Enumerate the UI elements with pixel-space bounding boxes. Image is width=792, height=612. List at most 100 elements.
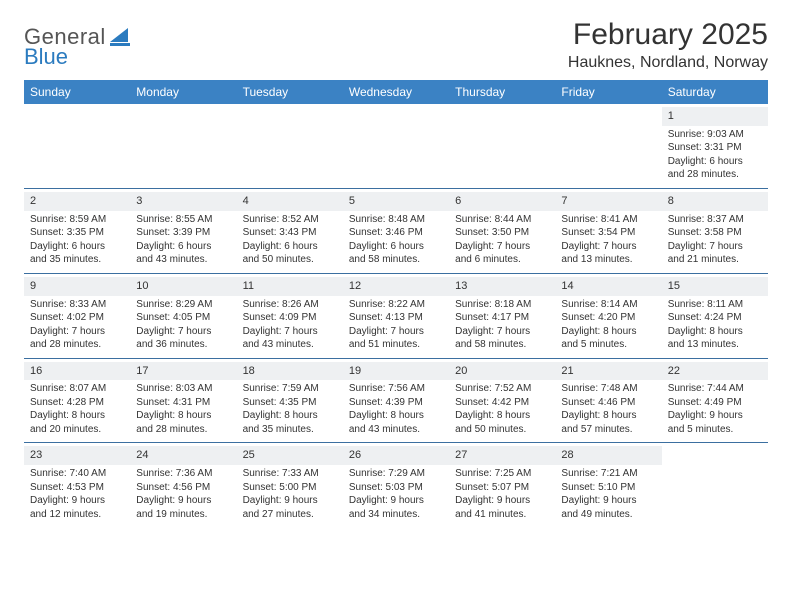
daylight-text: Daylight: 8 hours and 50 minutes. xyxy=(455,409,549,436)
day-number: 1 xyxy=(662,107,768,126)
daylight-text: Daylight: 6 hours and 43 minutes. xyxy=(136,240,230,267)
calendar-cell: 4Sunrise: 8:52 AMSunset: 3:43 PMDaylight… xyxy=(237,189,343,273)
sunrise-text: Sunrise: 9:03 AM xyxy=(668,128,762,142)
sunset-text: Sunset: 4:17 PM xyxy=(455,311,549,325)
calendar-cell-empty xyxy=(130,104,236,188)
calendar-cell: 12Sunrise: 8:22 AMSunset: 4:13 PMDayligh… xyxy=(343,274,449,358)
month-title: February 2025 xyxy=(568,18,768,52)
calendar-cell: 21Sunrise: 7:48 AMSunset: 4:46 PMDayligh… xyxy=(555,359,661,443)
calendar-cell: 1Sunrise: 9:03 AMSunset: 3:31 PMDaylight… xyxy=(662,104,768,188)
sunrise-text: Sunrise: 8:59 AM xyxy=(30,213,124,227)
daylight-text: Daylight: 6 hours and 28 minutes. xyxy=(668,155,762,182)
sunrise-text: Sunrise: 8:26 AM xyxy=(243,298,337,312)
calendar-cell: 6Sunrise: 8:44 AMSunset: 3:50 PMDaylight… xyxy=(449,189,555,273)
sunset-text: Sunset: 4:39 PM xyxy=(349,396,443,410)
sunrise-text: Sunrise: 7:29 AM xyxy=(349,467,443,481)
sunrise-text: Sunrise: 7:48 AM xyxy=(561,382,655,396)
calendar-cell-empty xyxy=(555,104,661,188)
calendar-cell-empty xyxy=(343,104,449,188)
calendar-cell: 18Sunrise: 7:59 AMSunset: 4:35 PMDayligh… xyxy=(237,359,343,443)
calendar-cell: 16Sunrise: 8:07 AMSunset: 4:28 PMDayligh… xyxy=(24,359,130,443)
weekday-label: Wednesday xyxy=(343,80,449,104)
daylight-text: Daylight: 7 hours and 36 minutes. xyxy=(136,325,230,352)
daylight-text: Daylight: 9 hours and 41 minutes. xyxy=(455,494,549,521)
daylight-text: Daylight: 7 hours and 13 minutes. xyxy=(561,240,655,267)
calendar-cell: 24Sunrise: 7:36 AMSunset: 4:56 PMDayligh… xyxy=(130,443,236,527)
sunset-text: Sunset: 4:09 PM xyxy=(243,311,337,325)
day-number: 20 xyxy=(449,362,555,381)
sunset-text: Sunset: 4:05 PM xyxy=(136,311,230,325)
day-number: 6 xyxy=(449,192,555,211)
calendar: SundayMondayTuesdayWednesdayThursdayFrid… xyxy=(24,80,768,527)
sunrise-text: Sunrise: 8:48 AM xyxy=(349,213,443,227)
sunrise-text: Sunrise: 8:52 AM xyxy=(243,213,337,227)
logo-sail-icon xyxy=(110,28,132,46)
calendar-cell: 5 Sunrise: 8:48 AMSunset: 3:46 PMDaylight… xyxy=(343,189,449,273)
calendar-cell: 2Sunrise: 8:59 AMSunset: 3:35 PMDaylight… xyxy=(24,189,130,273)
sunrise-text: Sunrise: 8:37 AM xyxy=(668,213,762,227)
daylight-text: Daylight: 8 hours and 28 minutes. xyxy=(136,409,230,436)
calendar-cell: 14Sunrise: 8:14 AMSunset: 4:20 PMDayligh… xyxy=(555,274,661,358)
daylight-text: Daylight: 7 hours and 43 minutes. xyxy=(243,325,337,352)
day-number: 26 xyxy=(343,446,449,465)
daylight-text: Daylight: 7 hours and 58 minutes. xyxy=(455,325,549,352)
day-number: 18 xyxy=(237,362,343,381)
sunrise-text: Sunrise: 8:14 AM xyxy=(561,298,655,312)
daylight-text: Daylight: 9 hours and 34 minutes. xyxy=(349,494,443,521)
sunrise-text: Sunrise: 8:33 AM xyxy=(30,298,124,312)
daylight-text: Daylight: 9 hours and 19 minutes. xyxy=(136,494,230,521)
weekday-label: Tuesday xyxy=(237,80,343,104)
sunrise-text: Sunrise: 8:11 AM xyxy=(668,298,762,312)
sunrise-text: Sunrise: 8:44 AM xyxy=(455,213,549,227)
day-number: 7 xyxy=(555,192,661,211)
location-text: Hauknes, Nordland, Norway xyxy=(568,54,768,72)
weeks-container: 1Sunrise: 9:03 AMSunset: 3:31 PMDaylight… xyxy=(24,104,768,527)
sunrise-text: Sunrise: 7:25 AM xyxy=(455,467,549,481)
calendar-cell: 26Sunrise: 7:29 AMSunset: 5:03 PMDayligh… xyxy=(343,443,449,527)
sunset-text: Sunset: 3:50 PM xyxy=(455,226,549,240)
sunset-text: Sunset: 3:46 PM xyxy=(349,226,443,240)
day-number: 3 xyxy=(130,192,236,211)
day-number: 5 xyxy=(343,192,449,211)
sunset-text: Sunset: 4:13 PM xyxy=(349,311,443,325)
day-number: 21 xyxy=(555,362,661,381)
sunset-text: Sunset: 3:39 PM xyxy=(136,226,230,240)
sunset-text: Sunset: 4:56 PM xyxy=(136,481,230,495)
daylight-text: Daylight: 8 hours and 43 minutes. xyxy=(349,409,443,436)
day-number: 13 xyxy=(449,277,555,296)
sunrise-text: Sunrise: 7:21 AM xyxy=(561,467,655,481)
sunrise-text: Sunrise: 8:22 AM xyxy=(349,298,443,312)
daylight-text: Daylight: 8 hours and 5 minutes. xyxy=(561,325,655,352)
calendar-cell: 19Sunrise: 7:56 AMSunset: 4:39 PMDayligh… xyxy=(343,359,449,443)
calendar-cell: 8Sunrise: 8:37 AMSunset: 3:58 PMDaylight… xyxy=(662,189,768,273)
day-number: 16 xyxy=(24,362,130,381)
daylight-text: Daylight: 6 hours and 58 minutes. xyxy=(349,240,443,267)
daylight-text: Daylight: 7 hours and 28 minutes. xyxy=(30,325,124,352)
weekday-label: Saturday xyxy=(662,80,768,104)
sunrise-text: Sunrise: 8:55 AM xyxy=(136,213,230,227)
day-number: 9 xyxy=(24,277,130,296)
day-number: 17 xyxy=(130,362,236,381)
day-number: 2 xyxy=(24,192,130,211)
daylight-text: Daylight: 8 hours and 13 minutes. xyxy=(668,325,762,352)
sunrise-text: Sunrise: 7:56 AM xyxy=(349,382,443,396)
sunset-text: Sunset: 5:10 PM xyxy=(561,481,655,495)
daylight-text: Daylight: 7 hours and 21 minutes. xyxy=(668,240,762,267)
weekday-label: Friday xyxy=(555,80,661,104)
sunset-text: Sunset: 4:53 PM xyxy=(30,481,124,495)
calendar-cell: 10Sunrise: 8:29 AMSunset: 4:05 PMDayligh… xyxy=(130,274,236,358)
day-number: 23 xyxy=(24,446,130,465)
calendar-cell: 9Sunrise: 8:33 AMSunset: 4:02 PMDaylight… xyxy=(24,274,130,358)
day-number: 11 xyxy=(237,277,343,296)
logo-text-blue: Blue xyxy=(24,44,68,70)
sunset-text: Sunset: 3:43 PM xyxy=(243,226,337,240)
page-header: General February 2025 Hauknes, Nordland,… xyxy=(24,18,768,72)
title-block: February 2025 Hauknes, Nordland, Norway xyxy=(568,18,768,72)
sunset-text: Sunset: 4:46 PM xyxy=(561,396,655,410)
calendar-cell: 27Sunrise: 7:25 AMSunset: 5:07 PMDayligh… xyxy=(449,443,555,527)
daylight-text: Daylight: 8 hours and 35 minutes. xyxy=(243,409,337,436)
calendar-cell: 3 Sunrise: 8:55 AMSunset: 3:39 PMDaylight… xyxy=(130,189,236,273)
sunset-text: Sunset: 5:00 PM xyxy=(243,481,337,495)
day-number: 28 xyxy=(555,446,661,465)
sunset-text: Sunset: 4:20 PM xyxy=(561,311,655,325)
